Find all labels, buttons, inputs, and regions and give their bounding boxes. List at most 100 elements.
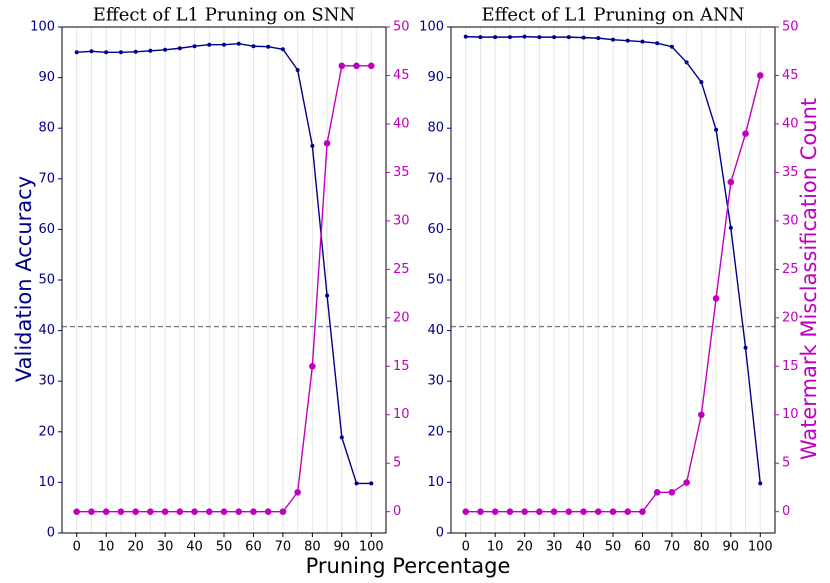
accuracy-point [552, 35, 557, 40]
watermark-point [88, 508, 95, 515]
x-tick-label: 80 [304, 540, 321, 555]
accuracy-point [236, 41, 241, 46]
watermark-point [462, 508, 470, 515]
x-tick-label: 0 [462, 540, 470, 555]
left-tick-label: 80 [38, 121, 55, 136]
accuracy-point [493, 35, 498, 40]
accuracy-point [207, 42, 212, 47]
x-tick-label: 90 [723, 540, 740, 555]
accuracy-point [655, 41, 660, 46]
x-tick-label: 60 [634, 540, 651, 555]
watermark-point [712, 295, 720, 302]
accuracy-point [478, 35, 483, 40]
accuracy-point [684, 60, 689, 65]
right-tick-label: 0 [782, 504, 790, 519]
right-tick-label: 50 [393, 20, 410, 35]
left-tick-label: 30 [38, 374, 55, 389]
right-tick-label: 20 [782, 310, 799, 325]
left-tick-label: 50 [38, 273, 55, 288]
x-tick-label: 20 [127, 540, 144, 555]
left-tick-label: 40 [38, 323, 55, 338]
watermark-point [491, 508, 499, 515]
right-tick-label: 45 [782, 68, 799, 83]
left-tick-label: 100 [30, 20, 55, 35]
x-tick-label: 30 [546, 540, 563, 555]
accuracy-point [280, 47, 285, 52]
accuracy-point [295, 68, 300, 73]
right-tick-label: 35 [393, 165, 410, 180]
accuracy-point [192, 44, 197, 49]
chart-panel-1: 0102030405060708090100051015202530354045… [30, 5, 409, 555]
watermark-point [367, 62, 375, 70]
watermark-point [653, 488, 661, 496]
accuracy-point [714, 127, 719, 132]
watermark-point [161, 508, 169, 515]
right-tick-label: 25 [782, 262, 799, 277]
accuracy-point [118, 50, 123, 55]
left-tick-label: 10 [38, 475, 55, 490]
accuracy-point [74, 50, 79, 55]
accuracy-point [251, 44, 256, 49]
accuracy-point [369, 481, 374, 486]
right-tick-label: 40 [393, 116, 410, 131]
accuracy-point [354, 481, 359, 486]
watermark-point [550, 508, 558, 515]
watermark-point [294, 488, 301, 496]
accuracy-point [148, 48, 153, 53]
watermark-point [73, 508, 81, 515]
right-tick-label: 15 [782, 359, 799, 374]
x-tick-label: 90 [334, 540, 351, 555]
right-tick-label: 5 [782, 456, 790, 471]
accuracy-point [596, 36, 601, 41]
accuracy-point [104, 50, 109, 55]
accuracy-point [522, 34, 527, 39]
x-tick-label: 10 [98, 540, 115, 555]
right-tick-label: 45 [393, 68, 410, 83]
left-tick-label: 80 [427, 121, 444, 136]
right-tick-label: 10 [782, 407, 799, 422]
accuracy-point [89, 49, 94, 54]
accuracy-point [581, 35, 586, 40]
watermark-point [683, 479, 690, 486]
watermark-point [536, 508, 543, 515]
left-tick-label: 50 [427, 273, 444, 288]
watermark-point [250, 508, 257, 515]
right-tick-label: 20 [393, 310, 410, 325]
watermark-point [323, 140, 331, 147]
watermark-point [727, 178, 735, 186]
x-tick-label: 30 [157, 540, 174, 555]
watermark-point [102, 508, 110, 515]
watermark-point [353, 62, 360, 70]
panel-title: Effect of L1 Pruning on ANN [481, 5, 744, 26]
right-tick-label: 50 [782, 20, 799, 35]
left-tick-label: 20 [427, 424, 444, 439]
watermark-point [742, 130, 749, 137]
accuracy-point [537, 35, 542, 40]
left-tick-label: 10 [427, 475, 444, 490]
accuracy-point [669, 44, 674, 49]
x-tick-label: 80 [693, 540, 710, 555]
watermark-point [521, 508, 528, 515]
accuracy-point [625, 38, 630, 43]
left-tick-label: 60 [427, 222, 444, 237]
watermark-point [191, 508, 198, 515]
accuracy-point [758, 481, 763, 486]
accuracy-point [611, 37, 615, 42]
x-tick-label: 100 [359, 540, 384, 555]
watermark-point [117, 508, 125, 515]
right-tick-label: 35 [782, 165, 799, 180]
watermark-point [132, 508, 139, 515]
left-tick-label: 0 [47, 526, 55, 541]
accuracy-point [743, 345, 748, 350]
right-tick-label: 25 [393, 262, 410, 277]
panel-title: Effect of L1 Pruning on SNN [93, 5, 355, 26]
accuracy-point [222, 42, 226, 47]
right-ylabel: Watermark Misclassification Count [797, 98, 821, 460]
watermark-point [264, 508, 272, 515]
x-tick-label: 40 [575, 540, 592, 555]
accuracy-point [507, 35, 512, 40]
left-tick-label: 90 [427, 70, 444, 85]
accuracy-point [177, 46, 182, 51]
watermark-point [565, 508, 573, 515]
left-tick-label: 60 [38, 222, 55, 237]
